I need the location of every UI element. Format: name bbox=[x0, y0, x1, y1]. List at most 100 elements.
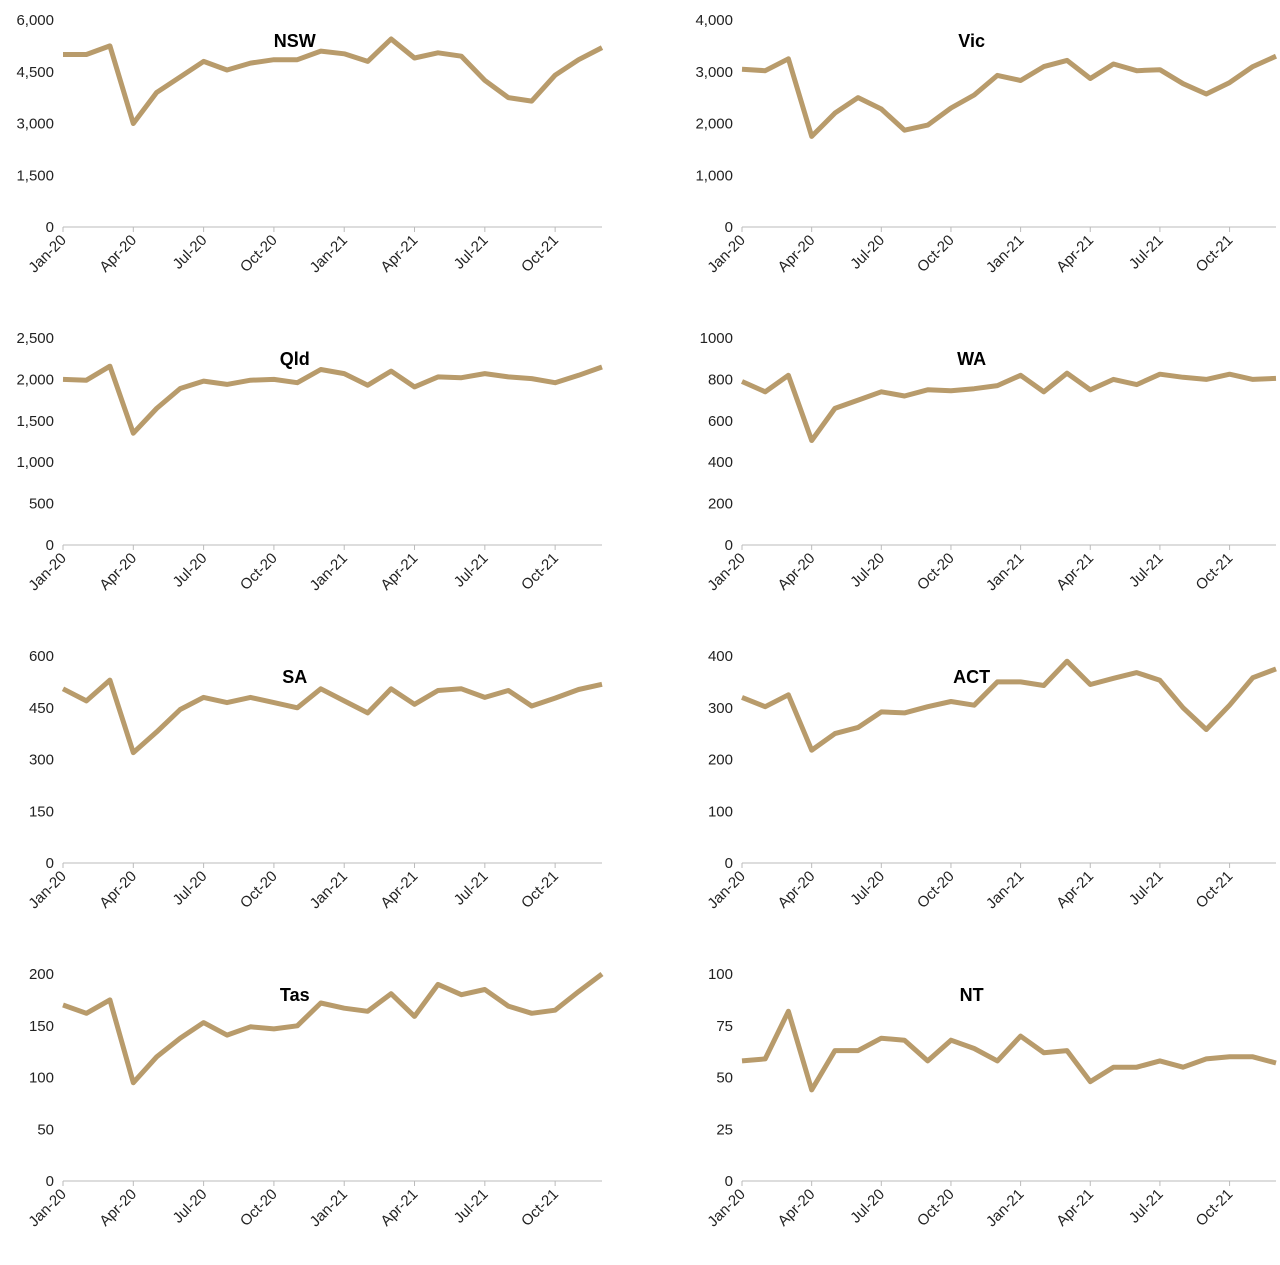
x-tick-label: Jul-21 bbox=[451, 550, 492, 591]
y-tick-label: 75 bbox=[716, 1018, 733, 1035]
data-line bbox=[741, 53, 1278, 139]
y-tick-label: 3,000 bbox=[16, 116, 54, 133]
y-tick-label: 0 bbox=[46, 855, 54, 872]
x-tick-label: Oct-21 bbox=[1193, 232, 1237, 276]
y-tick-label: 500 bbox=[29, 496, 54, 513]
x-tick-label: Jul-20 bbox=[847, 868, 888, 909]
y-tick-label: 0 bbox=[725, 537, 733, 554]
y-tick-label: 0 bbox=[725, 855, 733, 872]
y-tick-label: 400 bbox=[708, 454, 733, 471]
x-tick-label: Apr-20 bbox=[96, 1186, 140, 1230]
x-tick-label: Jan-20 bbox=[704, 868, 748, 912]
y-tick-label: 4,000 bbox=[695, 12, 733, 29]
y-tick-label: 2,000 bbox=[16, 371, 54, 388]
x-tick-label: Jan-21 bbox=[983, 232, 1027, 276]
y-tick-label: 1,500 bbox=[16, 413, 54, 430]
x-tick-label: Jan-20 bbox=[25, 550, 69, 594]
x-tick-label: Oct-20 bbox=[914, 550, 958, 594]
data-line bbox=[740, 370, 1277, 443]
x-tick-label: Oct-21 bbox=[518, 868, 562, 912]
x-tick-label: Oct-20 bbox=[914, 868, 958, 912]
x-tick-label: Apr-21 bbox=[377, 550, 421, 594]
x-tick-label: Apr-20 bbox=[775, 232, 819, 276]
x-tick-label: Apr-21 bbox=[1053, 1186, 1097, 1230]
x-tick-label: Oct-21 bbox=[518, 1186, 562, 1230]
x-tick-label: Apr-20 bbox=[775, 1186, 819, 1230]
y-tick-label: 200 bbox=[708, 752, 733, 769]
chart-title: NSW bbox=[274, 31, 316, 51]
x-tick-label: Jul-20 bbox=[170, 1186, 211, 1227]
x-tick-label: Jul-20 bbox=[847, 232, 888, 273]
y-tick-label: 450 bbox=[29, 700, 54, 717]
y-tick-label: 25 bbox=[716, 1121, 733, 1138]
chart-title: SA bbox=[282, 667, 307, 687]
chart-title: Tas bbox=[280, 985, 310, 1005]
x-tick-label: Apr-21 bbox=[377, 1186, 421, 1230]
data-line bbox=[61, 677, 603, 756]
y-tick-label: 200 bbox=[29, 966, 54, 983]
x-tick-label: Jan-21 bbox=[983, 550, 1027, 594]
x-tick-label: Jan-21 bbox=[307, 868, 351, 912]
y-tick-label: 300 bbox=[29, 752, 54, 769]
x-tick-label: Jan-20 bbox=[25, 232, 69, 276]
data-line bbox=[63, 36, 604, 126]
x-tick-label: Oct-20 bbox=[237, 868, 281, 912]
y-tick-label: 600 bbox=[29, 648, 54, 665]
x-tick-label: Jan-20 bbox=[25, 868, 69, 912]
y-tick-label: 50 bbox=[716, 1070, 733, 1087]
x-tick-label: Apr-20 bbox=[775, 868, 819, 912]
y-tick-label: 800 bbox=[708, 371, 733, 388]
x-tick-label: Oct-20 bbox=[914, 1186, 958, 1230]
x-tick-label: Jan-21 bbox=[307, 232, 351, 276]
y-tick-label: 600 bbox=[708, 413, 733, 430]
chart-title: WA bbox=[957, 349, 986, 369]
x-tick-label: Jul-21 bbox=[1126, 550, 1167, 591]
x-tick-label: Apr-21 bbox=[1053, 232, 1097, 276]
chart-title: NT bbox=[960, 985, 984, 1005]
y-tick-label: 0 bbox=[46, 219, 54, 236]
data-line bbox=[741, 658, 1277, 753]
x-tick-label: Oct-21 bbox=[1193, 868, 1237, 912]
y-tick-label: 2,000 bbox=[695, 116, 733, 133]
y-tick-label: 6,000 bbox=[16, 12, 54, 29]
y-tick-label: 2,500 bbox=[16, 330, 54, 347]
y-tick-label: 1000 bbox=[700, 330, 733, 347]
x-tick-label: Apr-21 bbox=[1053, 868, 1097, 912]
x-tick-label: Jan-21 bbox=[307, 550, 351, 594]
x-tick-label: Apr-21 bbox=[1053, 550, 1097, 594]
chart-title: ACT bbox=[953, 667, 990, 687]
y-tick-label: 400 bbox=[708, 648, 733, 665]
y-tick-label: 4,500 bbox=[16, 64, 54, 81]
x-tick-label: Apr-21 bbox=[377, 868, 421, 912]
x-tick-label: Apr-20 bbox=[775, 550, 819, 594]
y-tick-label: 100 bbox=[29, 1070, 54, 1087]
x-tick-label: Oct-21 bbox=[518, 550, 562, 594]
x-tick-label: Apr-20 bbox=[96, 868, 140, 912]
data-line bbox=[741, 1008, 1277, 1093]
x-tick-label: Jan-20 bbox=[704, 232, 748, 276]
chart-title: Vic bbox=[958, 31, 985, 51]
x-tick-label: Jul-20 bbox=[170, 550, 211, 591]
x-tick-label: Apr-20 bbox=[96, 232, 140, 276]
y-tick-label: 200 bbox=[708, 496, 733, 513]
x-tick-label: Jul-20 bbox=[170, 232, 211, 273]
data-line bbox=[62, 363, 603, 436]
y-tick-label: 0 bbox=[725, 219, 733, 236]
y-tick-label: 0 bbox=[46, 537, 54, 554]
y-tick-label: 100 bbox=[708, 966, 733, 983]
x-tick-label: Jul-21 bbox=[1126, 868, 1167, 909]
x-tick-label: Apr-21 bbox=[377, 232, 421, 276]
x-tick-label: Jul-21 bbox=[1126, 232, 1167, 273]
y-tick-label: 50 bbox=[37, 1121, 54, 1138]
x-tick-label: Jul-21 bbox=[451, 868, 492, 909]
chart-title: Qld bbox=[280, 349, 310, 369]
y-tick-label: 150 bbox=[29, 803, 54, 820]
x-tick-label: Jul-21 bbox=[451, 232, 492, 273]
y-tick-label: 1,500 bbox=[16, 167, 54, 184]
x-tick-label: Jan-21 bbox=[983, 868, 1027, 912]
x-tick-label: Jul-20 bbox=[847, 1186, 888, 1227]
x-tick-label: Oct-20 bbox=[914, 232, 958, 276]
x-tick-label: Oct-20 bbox=[237, 1186, 281, 1230]
